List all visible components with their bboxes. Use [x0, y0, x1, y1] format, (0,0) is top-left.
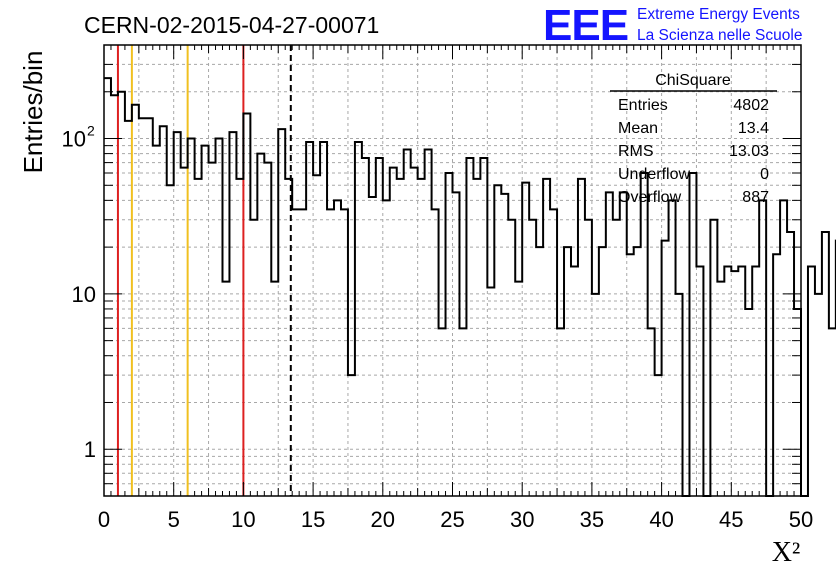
logo-line-1: Extreme Energy Events — [637, 6, 800, 23]
run-title: CERN-02-2015-04-27-00071 — [84, 12, 379, 38]
y-tick-label: 1 — [84, 437, 96, 462]
x-axis-label: X² — [772, 537, 801, 568]
stats-label-mean: Mean — [618, 120, 658, 137]
reference-lines — [116, 45, 292, 496]
stats-value-rms: 13.03 — [729, 143, 769, 160]
y-tick-label: 10 — [72, 282, 96, 307]
x-tick-label: 40 — [649, 507, 673, 532]
y-axis-label: Entries/bin — [18, 51, 48, 174]
x-tick-label: 45 — [719, 507, 743, 532]
eee-logo-mark: EEE — [543, 1, 628, 50]
histogram-outline — [104, 77, 836, 497]
x-tick-label: 50 — [789, 507, 813, 532]
y-tick-label: 10 — [62, 127, 86, 152]
x-tick-label: 5 — [168, 507, 180, 532]
stats-title: ChiSquare — [655, 72, 731, 89]
stats-value-entries: 4802 — [733, 97, 769, 114]
grid-lines — [104, 45, 801, 496]
x-tick-label: 15 — [301, 507, 325, 532]
stats-value-underflow: 0 — [760, 166, 769, 183]
stats-value-mean: 13.4 — [738, 120, 769, 137]
x-tick-label: 0 — [98, 507, 110, 532]
x-tick-label: 30 — [510, 507, 534, 532]
stats-label-underflow: Underflow — [618, 166, 690, 183]
eee-logo: EEE Extreme Energy Events La Scienza nel… — [543, 1, 802, 50]
y-tick-exponent: 2 — [87, 123, 95, 139]
stats-value-overflow: 887 — [742, 189, 769, 206]
stats-label-overflow: Overflow — [618, 189, 682, 206]
logo-line-2: La Scienza nelle Scuole — [637, 27, 802, 44]
x-axis-ticks: 0 5 10 15 20 25 30 35 40 45 50 — [98, 45, 813, 532]
x-tick-label: 25 — [440, 507, 464, 532]
x-tick-label: 10 — [231, 507, 255, 532]
histogram-series — [104, 77, 836, 497]
stats-box: ChiSquare Entries 4802 Mean 13.4 RMS 13.… — [610, 72, 777, 206]
x-tick-label: 35 — [580, 507, 604, 532]
stats-label-rms: RMS — [618, 143, 654, 160]
x-tick-label: 20 — [371, 507, 395, 532]
stats-label-entries: Entries — [618, 97, 668, 114]
